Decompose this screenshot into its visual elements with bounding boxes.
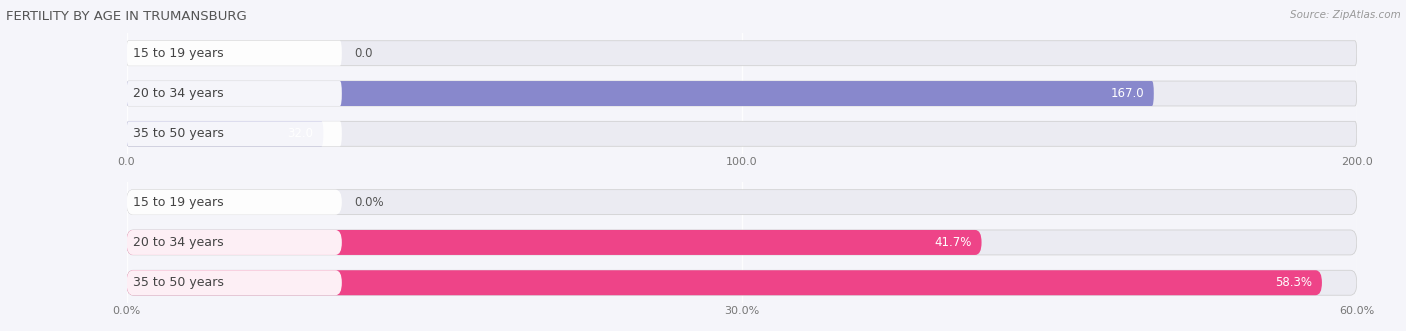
FancyBboxPatch shape (127, 270, 1357, 295)
FancyBboxPatch shape (127, 230, 981, 255)
Text: 58.3%: 58.3% (1275, 276, 1312, 289)
FancyBboxPatch shape (127, 81, 342, 106)
Text: FERTILITY BY AGE IN TRUMANSBURG: FERTILITY BY AGE IN TRUMANSBURG (6, 10, 246, 23)
Text: 0.0: 0.0 (354, 47, 373, 60)
FancyBboxPatch shape (127, 41, 342, 66)
FancyBboxPatch shape (127, 270, 342, 295)
FancyBboxPatch shape (127, 81, 1154, 106)
FancyBboxPatch shape (127, 121, 342, 146)
Text: Source: ZipAtlas.com: Source: ZipAtlas.com (1289, 10, 1400, 20)
Text: 35 to 50 years: 35 to 50 years (132, 127, 224, 140)
FancyBboxPatch shape (127, 230, 342, 255)
Text: 15 to 19 years: 15 to 19 years (132, 196, 224, 209)
Text: 167.0: 167.0 (1111, 87, 1144, 100)
FancyBboxPatch shape (127, 121, 323, 146)
Text: 0.0%: 0.0% (354, 196, 384, 209)
Text: 32.0: 32.0 (288, 127, 314, 140)
FancyBboxPatch shape (127, 270, 1322, 295)
FancyBboxPatch shape (127, 121, 1357, 146)
Text: 20 to 34 years: 20 to 34 years (132, 87, 224, 100)
Text: 15 to 19 years: 15 to 19 years (132, 47, 224, 60)
Text: 35 to 50 years: 35 to 50 years (132, 276, 224, 289)
FancyBboxPatch shape (127, 190, 342, 215)
Text: 20 to 34 years: 20 to 34 years (132, 236, 224, 249)
Text: 41.7%: 41.7% (935, 236, 972, 249)
FancyBboxPatch shape (127, 190, 1357, 215)
FancyBboxPatch shape (127, 41, 1357, 66)
FancyBboxPatch shape (127, 230, 1357, 255)
FancyBboxPatch shape (127, 81, 1357, 106)
